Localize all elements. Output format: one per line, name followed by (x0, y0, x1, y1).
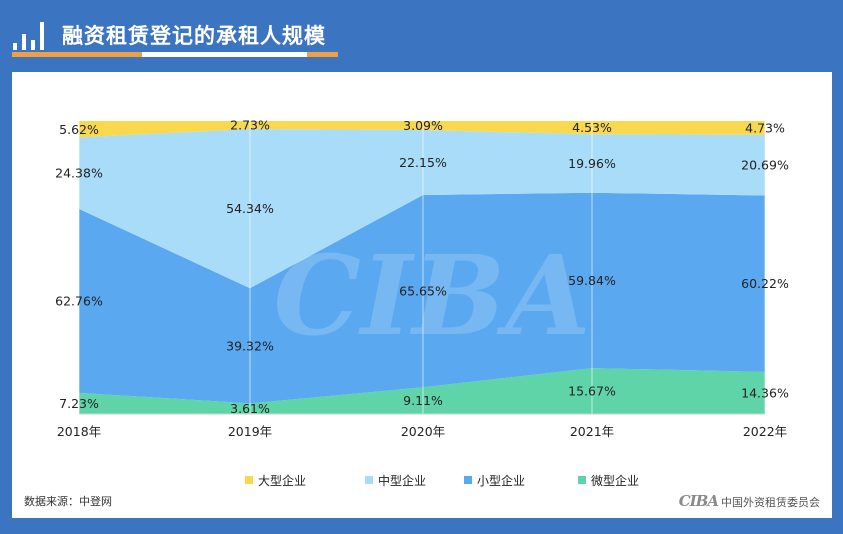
data-label: 19.96% (568, 156, 616, 171)
legend-swatch (578, 476, 586, 484)
data-label: 54.34% (226, 201, 274, 216)
x-tick-label: 2020年 (401, 424, 445, 439)
data-label: 59.84% (568, 273, 616, 288)
data-label: 24.38% (55, 166, 103, 181)
legend-label: 小型企业 (477, 473, 525, 488)
data-label: 15.67% (568, 384, 616, 399)
x-tick-label: 2022年 (743, 424, 787, 439)
title-underline-accent-right (307, 52, 338, 57)
chart-panel: CIBA 2018年 2019年 2020年 2021年 2022年 7.23% 3.61% 9… (12, 72, 832, 518)
x-tick-label: 2019年 (228, 424, 272, 439)
header: 融资租赁登记的承租人规模 (0, 0, 843, 70)
data-label: 60.22% (741, 276, 789, 291)
data-label: 62.76% (55, 293, 103, 308)
bar-chart-icon (13, 18, 47, 50)
data-label: 65.65% (399, 284, 447, 299)
title-underline-accent (12, 52, 142, 57)
legend-label: 中型企业 (378, 473, 426, 488)
data-label: 14.36% (741, 385, 789, 400)
data-label: 4.53% (572, 120, 612, 135)
data-label: 2.73% (230, 117, 270, 132)
watermark-logo: CIBA (273, 231, 590, 360)
data-label: 4.73% (745, 120, 785, 135)
x-tick-label: 2018年 (57, 424, 101, 439)
data-label: 3.61% (230, 401, 270, 416)
legend-swatch (245, 476, 253, 484)
data-label: 20.69% (741, 158, 789, 173)
org-logo: CIBA 中国外资租赁委员会 (679, 492, 820, 510)
data-label: 3.09% (403, 118, 443, 133)
legend-swatch (464, 476, 472, 484)
stacked-area-chart: CIBA 2018年 2019年 2020年 2021年 2022年 7.23% 3.61% 9… (55, 117, 789, 488)
data-label: 39.32% (226, 338, 274, 353)
legend-swatch (365, 476, 373, 484)
title-underline (142, 52, 307, 57)
org-name: 中国外资租赁委员会 (721, 496, 820, 509)
data-label: 7.23% (59, 396, 99, 411)
area-微型企业 (79, 368, 765, 414)
x-tick-label: 2021年 (570, 424, 614, 439)
legend-label: 微型企业 (591, 473, 639, 488)
data-label: 9.11% (403, 393, 443, 408)
data-label: 22.15% (399, 155, 447, 170)
org-logo-mark: CIBA (678, 492, 719, 510)
page-title: 融资租赁登记的承租人规模 (62, 24, 326, 48)
legend-label: 大型企业 (258, 473, 306, 488)
data-source: 数据来源：中登网 (24, 495, 112, 508)
data-label: 5.62% (59, 122, 99, 137)
